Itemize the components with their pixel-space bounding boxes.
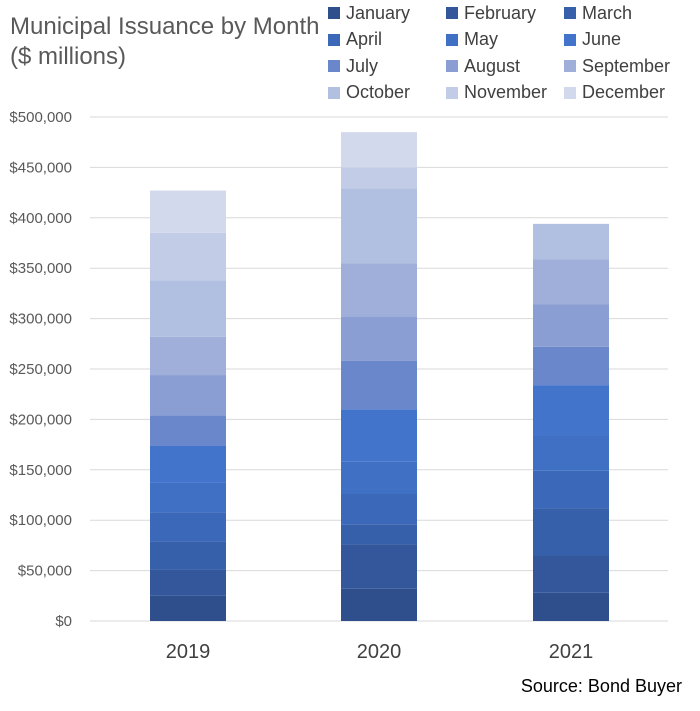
y-tick-label: $50,000 [18, 563, 72, 580]
legend-label: April [346, 29, 383, 49]
bar-segment-january-2019 [150, 595, 226, 621]
y-tick-label: $300,000 [9, 311, 72, 328]
legend-label: January [346, 2, 411, 23]
legend-item-april: April [328, 29, 382, 51]
bar-segment-august-2021 [533, 304, 609, 347]
bar-segment-august-2020 [341, 316, 417, 361]
legend-swatch [564, 86, 576, 99]
legend-label: September [582, 55, 671, 76]
y-tick-label: $350,000 [9, 260, 72, 277]
legend-label: June [582, 29, 622, 49]
legend-label: July [346, 55, 379, 76]
legend-item-february: February [446, 2, 536, 24]
bar-segment-july-2019 [150, 415, 226, 446]
legend-item-august: August [446, 55, 520, 77]
source-note: Source: Bond Buyer [520, 676, 682, 696]
legend-swatch [328, 7, 340, 19]
legend-item-october: October [328, 82, 410, 104]
bar-segment-march-2021 [533, 508, 609, 556]
bar-segment-june-2020 [341, 409, 417, 462]
bar-segment-august-2019 [150, 375, 226, 416]
y-tick-label: $450,000 [9, 159, 72, 176]
bar-segment-april-2019 [150, 512, 226, 542]
legend-item-may: May [446, 29, 498, 51]
chart-title: Municipal Issuance by Month ($ millions) [10, 12, 330, 72]
bar-segment-january-2020 [341, 588, 417, 621]
y-tick-label: $250,000 [9, 361, 72, 378]
y-tick-label: $0 [55, 613, 72, 630]
legend-swatch [446, 33, 458, 46]
y-tick-label: $200,000 [9, 411, 72, 428]
x-axis-category-labels: 2019 2020 2021 [166, 641, 594, 663]
legend-item-january: January [328, 2, 410, 24]
bar-segment-february-2020 [341, 544, 417, 589]
y-tick-label: $400,000 [9, 210, 72, 227]
bar-stack-2019 [150, 190, 226, 621]
y-tick-label: $150,000 [9, 462, 72, 479]
bar-segment-february-2019 [150, 569, 226, 596]
legend-label: March [582, 2, 633, 23]
bar-segment-april-2020 [341, 493, 417, 525]
legend-swatch [446, 7, 458, 19]
legend-item-september: September [564, 55, 670, 77]
legend-label: December [582, 82, 666, 102]
legend-label: August [464, 55, 521, 76]
bar-segment-december-2020 [341, 132, 417, 168]
legend-item-november: November [446, 82, 547, 104]
bar-stack-2020 [341, 132, 417, 621]
bar-stack-2021 [533, 223, 609, 621]
legend-swatch [446, 60, 458, 72]
legend-swatch [446, 86, 458, 99]
legend-item-june: June [564, 29, 621, 51]
y-tick-label: $100,000 [9, 512, 72, 529]
x-category-label: 2019 [166, 641, 211, 663]
bar-segment-may-2021 [533, 435, 609, 471]
bar-segment-february-2021 [533, 555, 609, 593]
bar-segment-april-2021 [533, 470, 609, 509]
bar-stacks [150, 132, 609, 621]
bar-segment-november-2020 [341, 167, 417, 189]
bar-segment-march-2020 [341, 524, 417, 545]
legend-swatch [328, 60, 340, 72]
legend-swatch [328, 86, 340, 99]
legend-label: February [464, 2, 537, 23]
bar-segment-july-2021 [533, 346, 609, 386]
bar-segment-march-2019 [150, 541, 226, 570]
legend-label: May [464, 29, 499, 49]
legend-swatch [564, 7, 576, 19]
bar-segment-september-2021 [533, 259, 609, 305]
legend-swatch [328, 33, 340, 46]
chart-title-line2: ($ millions) [10, 43, 127, 70]
legend-label: October [346, 82, 411, 102]
legend-label: November [464, 82, 548, 102]
legend-item-december: December [564, 82, 665, 104]
legend-item-march: March [564, 2, 632, 24]
bar-segment-december-2019 [150, 190, 226, 233]
x-category-label: 2021 [549, 641, 594, 663]
y-tick-label: $500,000 [9, 109, 72, 126]
bar-segment-september-2019 [150, 336, 226, 376]
bar-segment-september-2020 [341, 263, 417, 317]
y-axis-tick-labels: $0 $50,000 $100,000 $150,000 $200,000 $250,00… [9, 109, 72, 630]
bar-segment-january-2021 [533, 592, 609, 621]
bar-segment-may-2020 [341, 461, 417, 494]
chart-title-line1: Municipal Issuance by Month [10, 13, 320, 40]
bar-segment-october-2021 [533, 223, 609, 260]
bar-segment-may-2019 [150, 482, 226, 513]
x-category-label: 2020 [357, 641, 402, 663]
legend-swatch [564, 60, 576, 72]
bar-segment-july-2020 [341, 360, 417, 410]
bar-segment-october-2019 [150, 280, 226, 337]
bar-segment-june-2019 [150, 445, 226, 483]
legend-item-july: July [328, 55, 378, 77]
bar-segment-november-2019 [150, 232, 226, 281]
bar-segment-october-2020 [341, 188, 417, 264]
bar-segment-june-2021 [533, 385, 609, 436]
legend-swatch [564, 33, 576, 46]
